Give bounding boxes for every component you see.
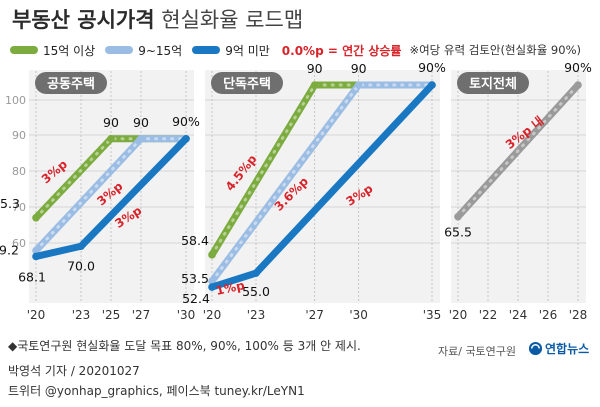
x-tick-label: '20 [449,308,468,322]
data-label: 90 [351,61,367,76]
data-point [32,252,40,261]
legend-swatch-lightblue [105,46,134,54]
data-point [208,283,216,291]
chart-panel-0: 60 70 80 90 100 '20 '23 '25 '27 '30 공동주택 75.3 90 69.2… [0,70,200,322]
footer-sns: 트위터 @yonhap_graphics, 페이스북 tuney.kr/LeYN… [8,384,305,398]
y-tick-label: 90 [12,129,26,142]
data-label: 53.5 [181,271,209,286]
legend-label: 15억 이상 [43,43,96,58]
y-tick-label: 100 [5,94,26,107]
legend-swatch-green [10,46,38,54]
data-label: 75.3 [0,196,20,211]
x-tick-label: '25 [102,308,121,322]
data-label: 55.0 [242,284,270,299]
data-point [137,134,145,143]
legend-item-under-9: 9억 미만 [192,42,270,59]
data-point [574,81,582,89]
series-dots [456,83,580,219]
yonhap-logo-icon [528,341,543,356]
page-title: 부동산 공시가격 현실화율 로드맵 [12,4,303,34]
x-tick-label: '26 [539,308,558,322]
rate-annotation: 1%p [215,278,247,298]
data-point [182,134,190,143]
data-label: 68.1 [18,269,46,284]
x-tick-label: '23 [72,308,91,322]
legend-swatch-blue [192,46,221,54]
data-point [32,213,40,222]
footer-source: 자료/ 국토연구원 [438,345,517,358]
title-light: 현실화율 로드맵 [161,8,304,32]
panel-title-pill [457,72,529,94]
data-point [77,242,85,251]
y-tick-label: 80 [12,165,26,178]
x-tick-label: '35 [423,308,442,322]
panel-title-pill [211,72,283,94]
data-point [454,212,462,221]
legend-item-9-15: 9~15억 [105,42,182,59]
data-label: 90 [133,115,149,130]
data-label: 70.0 [67,258,95,273]
legend-rate-label: 0.0%p = 연간 상승률 [281,43,402,58]
chart-panel-1: '20 '23 '27 '30 '35 단독주택 58.4 90 53.5 90 52.4 55.0 9… [181,60,446,322]
data-label: 69.2 [0,243,19,258]
panel-title-pill [35,72,107,94]
series-dots [210,83,434,257]
legend-note: ※여당 유력 검토안(현실화율 90%) [409,43,581,57]
panel-background [451,70,586,303]
legend-label: 9억 미만 [225,43,270,58]
x-tick-label: '27 [305,308,324,322]
brand-name: 연합뉴스 [545,342,590,356]
y-tick-label: 70 [12,201,26,214]
footer-reporter: 박영석 기자 / 20201027 [8,364,140,378]
x-tick-label: '27 [132,308,151,322]
data-label: 52.4 [182,291,210,306]
x-tick-label: '24 [509,308,528,322]
x-tick-label: '30 [177,308,196,322]
data-label: 90% [564,60,592,75]
data-label: 90 [103,115,119,130]
x-tick-label: '30 [349,308,368,322]
data-point [354,81,363,89]
legend: 15억 이상 9~15억 9억 미만 0.0%p = 연간 상승률 ※여당 유력… [10,40,581,60]
data-point [252,269,260,277]
panel-background [205,70,440,303]
footer-note: ◆국토연구원 현실화율 도달 목표 80%, 90%, 100% 등 3개 안 … [8,339,361,353]
data-label: 65.5 [444,225,472,240]
series-dots [210,83,434,283]
data-label: 90 [307,61,323,76]
data-point [428,81,436,89]
series-line-gray [454,81,582,221]
panel-title: 토지전체 [469,76,517,92]
legend-label: 9~15억 [138,43,183,58]
x-tick-label: '20 [203,308,222,322]
data-point [107,134,115,143]
panel-title: 단독주택 [223,76,271,92]
x-tick-label: '28 [569,308,588,322]
panel-background [29,70,194,303]
x-tick-label: '23 [247,308,266,322]
x-tick-label: '22 [479,308,498,322]
data-point [310,81,319,89]
panel-title: 공동주택 [47,76,95,92]
title-bold: 부동산 공시가격 [12,8,155,32]
data-point [208,251,216,259]
yonhap-logo: 연합뉴스 [528,340,589,357]
data-label: 90% [418,60,446,75]
data-label: 58.4 [181,233,209,248]
x-tick-label: '20 [27,308,46,322]
y-tick-label: 60 [12,237,26,250]
data-label: 90% [172,114,200,129]
legend-item-over-15: 15억 이상 [10,42,95,59]
